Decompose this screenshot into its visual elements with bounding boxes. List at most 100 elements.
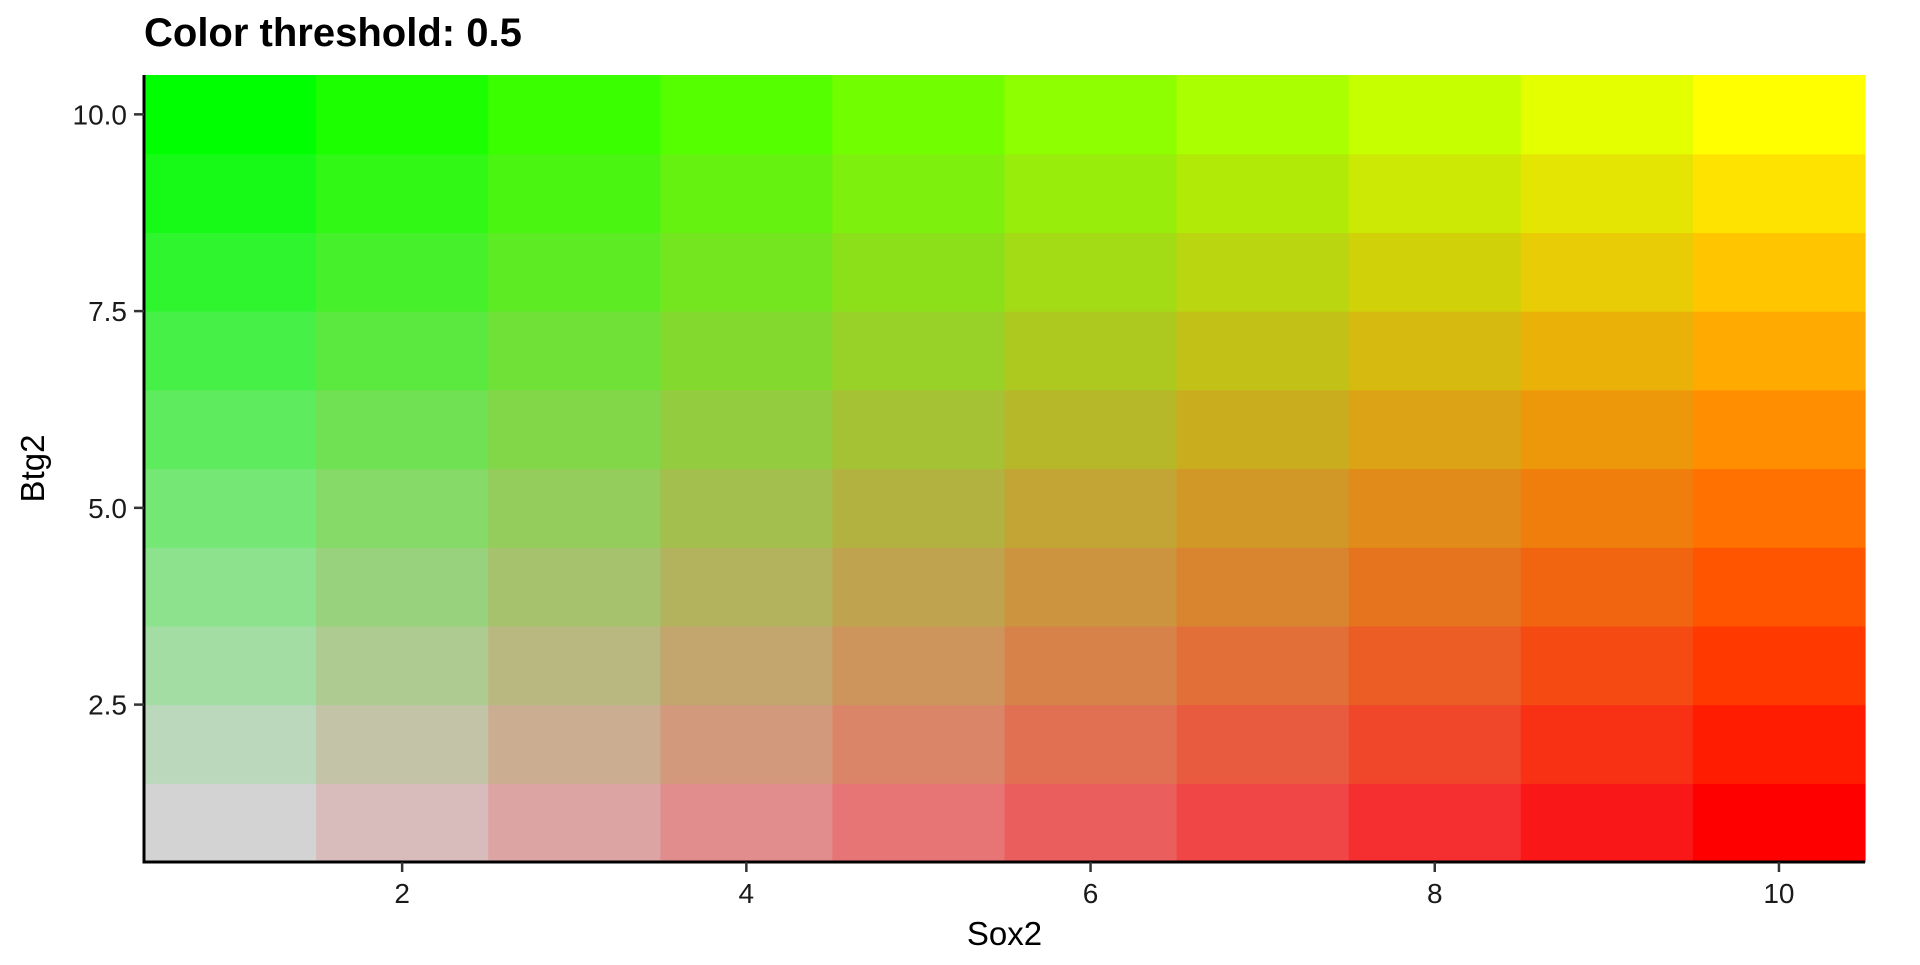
heatmap-cell-x8-y3 [1348,625,1522,706]
heatmap-cell-x6-y2 [1004,704,1178,784]
heatmap-cell-x1-y1 [144,783,317,863]
heatmap-cell-x10-y6 [1692,389,1866,470]
heatmap-cell-x6-y8 [1004,232,1178,312]
heatmap-cell-x2-y7 [316,311,489,391]
heatmap-cell-x3-y10 [488,75,661,155]
heatmap-cell-x8-y10 [1348,75,1522,155]
heatmap-cell-x6-y6 [1004,389,1178,470]
heatmap-cell-x6-y5 [1004,468,1178,548]
heatmap-cell-x3-y8 [488,232,661,312]
heatmap-cell-x7-y10 [1176,75,1350,155]
heatmap-cell-x2-y9 [316,153,489,233]
heatmap-cell-x8-y7 [1348,311,1522,391]
heatmap-cell-x1-y7 [144,311,317,391]
chart-title: Color threshold: 0.5 [144,11,522,55]
heatmap-cell-x9-y10 [1520,75,1694,155]
heatmap-cell-x9-y7 [1520,311,1694,391]
heatmap-cell-x6-y10 [1004,75,1178,155]
heatmap-cell-x8-y4 [1348,547,1522,627]
heatmap-cell-x4-y7 [660,311,833,391]
heatmap-cell-x5-y5 [832,468,1006,548]
heatmap-cell-x3-y1 [488,783,661,863]
heatmap-cells [144,75,1866,863]
heatmap-cell-x2-y8 [316,232,489,312]
heatmap-cell-x10-y4 [1692,547,1866,627]
heatmap-cell-x7-y7 [1176,311,1350,391]
heatmap-cell-x4-y8 [660,232,833,312]
heatmap-cell-x9-y4 [1520,547,1694,627]
heatmap-cell-x10-y10 [1692,75,1866,155]
heatmap-cell-x1-y2 [144,704,317,784]
heatmap-cell-x5-y3 [832,625,1006,706]
heatmap-cell-x9-y9 [1520,153,1694,233]
heatmap-cell-x7-y4 [1176,547,1350,627]
heatmap-cell-x3-y6 [488,389,661,470]
y-tick-label: 5.0 [88,493,127,524]
heatmap-cell-x6-y1 [1004,783,1178,863]
heatmap-cell-x8-y1 [1348,783,1522,863]
heatmap-cell-x8-y6 [1348,389,1522,470]
heatmap-cell-x4-y9 [660,153,833,233]
heatmap-cell-x1-y5 [144,468,317,548]
heatmap-cell-x4-y10 [660,75,833,155]
y-tick-label: 2.5 [88,690,127,721]
heatmap-cell-x3-y4 [488,547,661,627]
heatmap-cell-x9-y1 [1520,783,1694,863]
heatmap-cell-x5-y8 [832,232,1006,312]
heatmap-cell-x1-y6 [144,389,317,470]
heatmap-cell-x10-y5 [1692,468,1866,548]
heatmap-cell-x10-y2 [1692,704,1866,784]
heatmap-cell-x7-y3 [1176,625,1350,706]
heatmap-cell-x6-y4 [1004,547,1178,627]
y-axis-ticks: 2.5 5.0 7.5 10.0 [73,99,144,721]
y-tick-label: 10.0 [73,99,128,130]
heatmap-cell-x3-y7 [488,311,661,391]
heatmap-cell-x8-y2 [1348,704,1522,784]
heatmap-cell-x9-y6 [1520,389,1694,470]
heatmap-cell-x2-y10 [316,75,489,155]
heatmap-cell-x4-y6 [660,389,833,470]
heatmap-cell-x3-y9 [488,153,661,233]
heatmap-cell-x9-y2 [1520,704,1694,784]
x-tick-label: 2 [394,878,410,909]
heatmap-cell-x9-y3 [1520,625,1694,706]
heatmap-cell-x8-y5 [1348,468,1522,548]
heatmap-cell-x4-y5 [660,468,833,548]
x-tick-label: 10 [1763,878,1794,909]
heatmap-cell-x7-y6 [1176,389,1350,470]
heatmap-cell-x5-y6 [832,389,1006,470]
heatmap-cell-x2-y1 [316,783,489,863]
heatmap-cell-x3-y5 [488,468,661,548]
heatmap-cell-x8-y8 [1348,232,1522,312]
x-tick-label: 8 [1427,878,1443,909]
heatmap-cell-x7-y2 [1176,704,1350,784]
heatmap-cell-x2-y5 [316,468,489,548]
heatmap-cell-x5-y2 [832,704,1006,784]
heatmap-cell-x2-y4 [316,547,489,627]
heatmap-cell-x4-y1 [660,783,833,863]
heatmap-cell-x2-y2 [316,704,489,784]
heatmap-cell-x5-y4 [832,547,1006,627]
heatmap-cell-x7-y8 [1176,232,1350,312]
heatmap-cell-x1-y3 [144,625,317,706]
heatmap-cell-x8-y9 [1348,153,1522,233]
heatmap-cell-x4-y3 [660,625,833,706]
x-tick-label: 4 [739,878,755,909]
heatmap-cell-x3-y3 [488,625,661,706]
heatmap-cell-x5-y1 [832,783,1006,863]
heatmap-cell-x7-y9 [1176,153,1350,233]
x-axis-title: Sox2 [967,915,1042,952]
heatmap-cell-x2-y6 [316,389,489,470]
heatmap-cell-x4-y2 [660,704,833,784]
heatmap-cell-x10-y1 [1692,783,1866,863]
heatmap-cell-x10-y7 [1692,311,1866,391]
heatmap-cell-x5-y7 [832,311,1006,391]
heatmap-cell-x1-y8 [144,232,317,312]
y-axis-title: Btg2 [14,435,51,503]
heatmap-cell-x4-y4 [660,547,833,627]
x-tick-label: 6 [1083,878,1099,909]
heatmap-cell-x10-y3 [1692,625,1866,706]
heatmap-cell-x6-y9 [1004,153,1178,233]
